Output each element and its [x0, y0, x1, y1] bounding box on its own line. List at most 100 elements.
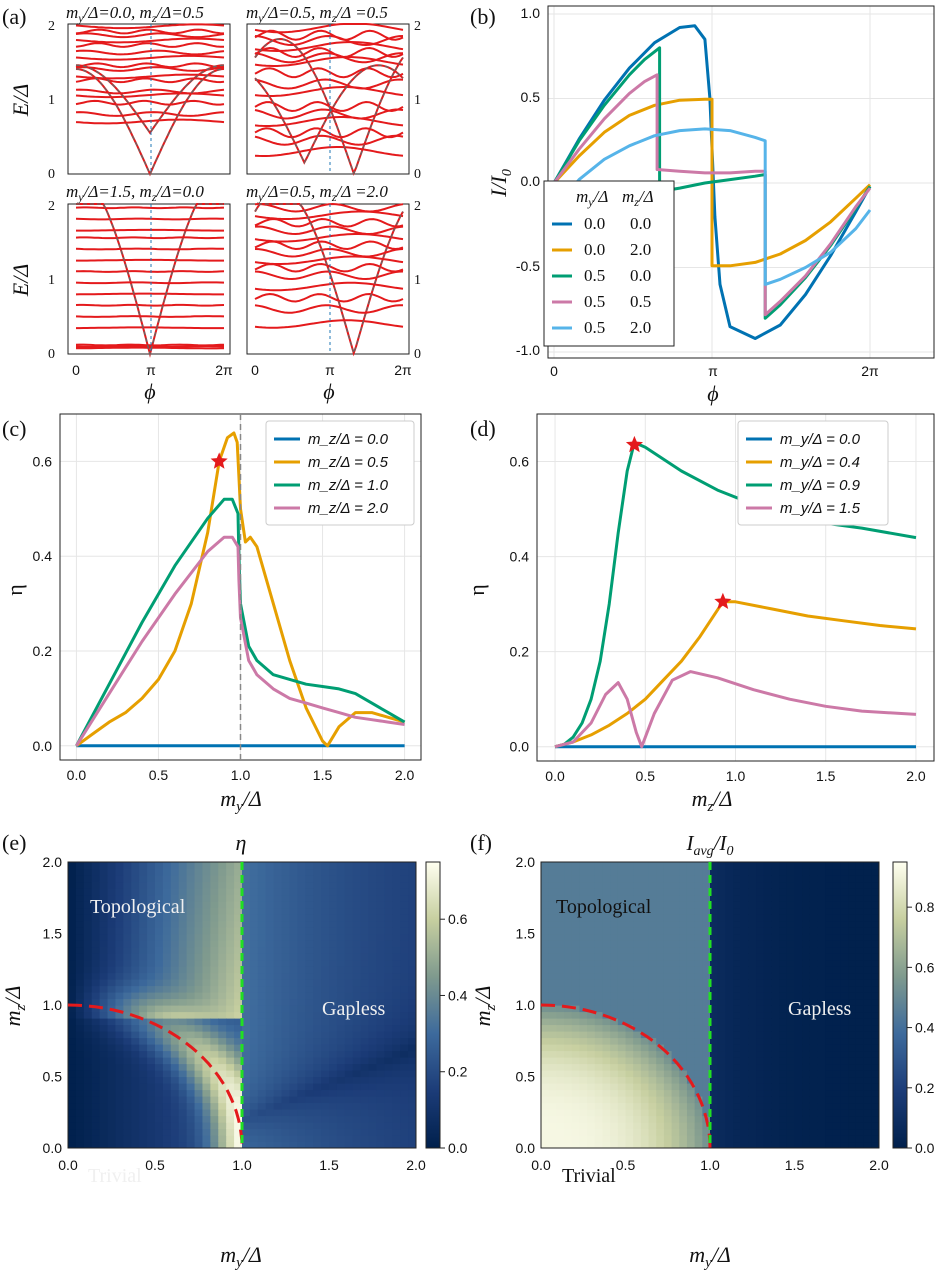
heat-cell — [107, 901, 117, 909]
band-line — [75, 92, 225, 99]
heat-cell — [360, 888, 370, 896]
heat-cell — [686, 1037, 696, 1045]
panel-a-sub3-title: my/Δ=1.5, mz/Δ=0.0 — [66, 182, 204, 204]
heat-cell — [556, 1115, 565, 1123]
heat-cell — [610, 1011, 619, 1019]
heat-cell — [786, 1135, 796, 1143]
heat-cell — [392, 1135, 401, 1143]
heat-cell — [249, 972, 259, 980]
heat-cell — [779, 927, 788, 935]
heat-cell — [99, 1024, 109, 1032]
heat-cell — [91, 1096, 101, 1104]
heat-cell — [107, 992, 117, 1000]
heat-cell — [392, 1141, 401, 1148]
heat-cell — [131, 1083, 140, 1091]
x-tick-label: 2.0 — [906, 768, 926, 784]
heat-cell — [625, 1115, 634, 1123]
heat-cell — [257, 1044, 267, 1052]
panel-a-sub4-bands — [254, 202, 404, 357]
heat-cell — [368, 940, 378, 948]
band-line — [254, 78, 404, 90]
heat-cell — [832, 907, 842, 915]
heat-cell — [202, 1037, 211, 1045]
heat-cell — [257, 1089, 267, 1097]
band-line — [254, 34, 404, 47]
heat-cell — [178, 1024, 188, 1032]
heat-cell — [733, 946, 742, 954]
heat-cell — [210, 1109, 219, 1117]
heat-cell — [226, 881, 235, 889]
heat-cell — [392, 907, 401, 915]
heat-cell — [556, 1135, 565, 1143]
heat-cell — [748, 992, 757, 1000]
heat-cell — [139, 920, 148, 928]
heat-cell — [748, 1018, 757, 1026]
y-tick-label: 0.2 — [510, 644, 530, 660]
heat-cell — [194, 940, 204, 948]
heat-cell — [305, 1122, 314, 1130]
heat-cell — [68, 881, 77, 889]
heat-cell — [75, 1037, 85, 1045]
legend-my-value: 0.5 — [584, 292, 605, 311]
heat-cell — [170, 888, 180, 896]
colorbar-tick-label: 0.0 — [915, 1140, 935, 1156]
heat-cell — [740, 1018, 750, 1026]
heat-cell — [242, 1050, 251, 1058]
heat-cell — [725, 927, 734, 935]
heat-cell — [392, 927, 401, 935]
heat-cell — [194, 1115, 204, 1123]
heat-cell — [297, 1070, 306, 1078]
heat-cell — [139, 972, 148, 980]
heat-cell — [249, 953, 259, 961]
heat-cell — [218, 998, 227, 1006]
heat-cell — [686, 1018, 696, 1026]
heat-cell — [392, 992, 401, 1000]
heat-cell — [289, 979, 298, 987]
heat-cell — [694, 862, 703, 870]
x-tick-label: 0.0 — [58, 1157, 78, 1173]
heat-cell — [686, 862, 696, 870]
heat-cell — [234, 1083, 243, 1091]
y-tick-label: 1.0 — [43, 997, 63, 1013]
heat-cell — [733, 1005, 742, 1013]
heat-cell — [825, 1122, 834, 1130]
heat-cell — [771, 979, 780, 987]
heat-cell — [242, 1037, 251, 1045]
heat-cell — [384, 1076, 393, 1084]
heat-cell — [848, 1050, 857, 1058]
heat-cell — [656, 1096, 665, 1104]
heat-cell — [855, 881, 865, 889]
heat-cell — [686, 881, 696, 889]
heat-cell — [671, 1089, 680, 1097]
heat-cell — [786, 1044, 796, 1052]
heat-cell — [257, 862, 267, 870]
heat-cell — [155, 992, 164, 1000]
heat-cell — [234, 992, 243, 1000]
heat-cell — [640, 1011, 650, 1019]
heat-cell — [817, 1037, 826, 1045]
heat-cell — [610, 1089, 619, 1097]
heat-cell — [602, 1050, 611, 1058]
heat-cell — [717, 1005, 726, 1013]
heat-cell — [400, 1011, 409, 1019]
x-tick-label: 1.0 — [726, 768, 746, 784]
heat-cell — [265, 1102, 275, 1110]
heat-cell — [855, 1096, 865, 1104]
heat-cell — [257, 1076, 267, 1084]
heat-cell — [336, 1031, 346, 1039]
heat-cell — [648, 907, 657, 915]
heat-cell — [344, 1005, 354, 1013]
heat-cell — [610, 1031, 619, 1039]
heat-cell — [360, 1018, 370, 1026]
heat-cell — [115, 920, 124, 928]
heat-cell — [218, 914, 227, 922]
heat-cell — [321, 1096, 330, 1104]
heat-cell — [139, 914, 148, 922]
heat-cell — [313, 985, 322, 993]
heat-cell — [368, 901, 378, 909]
heat-cell — [336, 1109, 346, 1117]
heat-cell — [305, 1011, 314, 1019]
heat-cell — [779, 1083, 788, 1091]
heat-cell — [602, 1063, 611, 1071]
heat-cell — [226, 985, 235, 993]
